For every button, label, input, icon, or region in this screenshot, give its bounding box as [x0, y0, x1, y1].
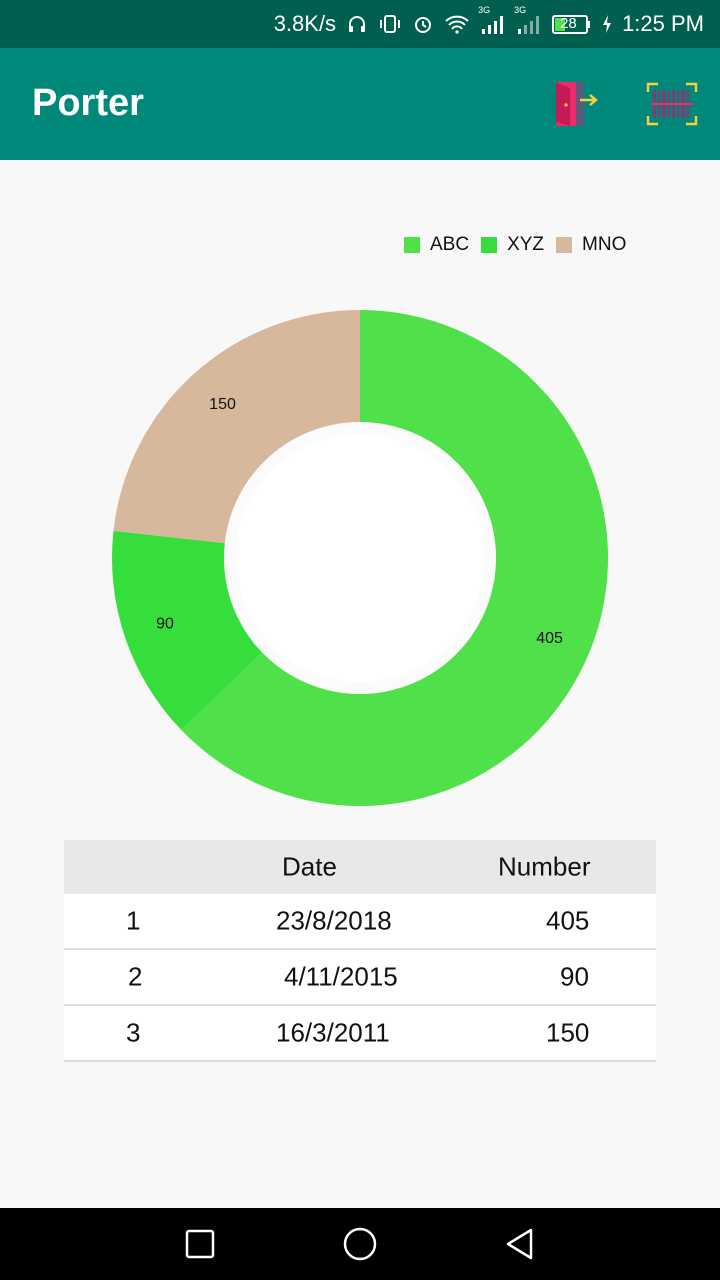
- alarm-icon: [412, 13, 434, 35]
- clock-time: 1:25 PM: [622, 11, 704, 36]
- data-label-abc: 405: [536, 630, 563, 647]
- slice-mno[interactable]: [113, 310, 360, 544]
- legend-item-mno: MNO: [556, 234, 626, 256]
- row-index: 3: [126, 1017, 141, 1048]
- square-icon: [185, 1229, 215, 1259]
- row-index: 1: [126, 905, 141, 936]
- data-table: Date Number 1 23/8/2018 405 2 4/11/2015 …: [64, 840, 656, 1062]
- barcode-scan-icon[interactable]: [644, 76, 700, 132]
- app-title: Porter: [32, 82, 144, 124]
- signal-icon-1: 3G: [478, 5, 506, 35]
- table-row[interactable]: 3 16/3/2011 150: [64, 1006, 656, 1062]
- vibrate-icon: [378, 13, 402, 35]
- legend-label-xyz: XYZ: [507, 234, 545, 255]
- row-number: 90: [560, 961, 589, 992]
- row-date: 23/8/2018: [276, 905, 392, 936]
- signal-icon-2: 3G: [514, 5, 542, 35]
- row-date: 4/11/2015: [284, 961, 398, 992]
- recents-button[interactable]: [180, 1224, 220, 1264]
- network-speed: 3.8K/s: [273, 11, 337, 36]
- row-date: 16/3/2011: [276, 1017, 390, 1048]
- wifi-icon: [444, 13, 470, 35]
- table-row[interactable]: 2 4/11/2015 90: [64, 950, 656, 1006]
- content-area: ABC XYZ MNO 405 90 150 Date Number 1 23/8/…: [0, 160, 720, 1208]
- battery-level: 28: [560, 15, 577, 32]
- legend-swatch-abc: [404, 237, 420, 253]
- slice-abc[interactable]: [181, 310, 609, 806]
- triangle-back-icon: [506, 1228, 533, 1260]
- nav-bar: [0, 1208, 720, 1280]
- circle-icon: [343, 1227, 377, 1261]
- network-type-2: 3G: [514, 5, 527, 15]
- legend-item-abc: ABC: [404, 234, 469, 256]
- donut-chart[interactable]: 405 90 150: [0, 290, 720, 830]
- status-bar: 3.8K/s 3G 3G 28 1:25 PM: [0, 0, 720, 48]
- row-number: 150: [546, 1017, 590, 1048]
- app-bar: Porter: [0, 48, 720, 160]
- battery-icon: 28: [552, 13, 592, 35]
- network-type-1: 3G: [478, 5, 491, 15]
- table-header: Date Number: [64, 840, 656, 894]
- donut-hole: [236, 434, 484, 682]
- back-button[interactable]: [500, 1224, 540, 1264]
- row-number: 405: [546, 905, 590, 936]
- table-row[interactable]: 1 23/8/2018 405: [64, 894, 656, 950]
- charging-icon: [602, 14, 612, 34]
- slice-xyz[interactable]: [111, 530, 263, 731]
- home-button[interactable]: [340, 1224, 380, 1264]
- headset-icon: [346, 13, 368, 35]
- header-date: Date: [282, 851, 337, 882]
- legend-swatch-mno: [556, 237, 573, 253]
- data-label-mno: 150: [209, 396, 236, 413]
- legend-label-abc: ABC: [430, 234, 470, 255]
- chart-legend: ABC XYZ MNO: [404, 234, 638, 256]
- legend-label-mno: MNO: [582, 234, 627, 255]
- legend-item-xyz: XYZ: [481, 234, 544, 256]
- legend-swatch-xyz: [481, 237, 498, 253]
- exit-door-icon[interactable]: [548, 76, 604, 132]
- data-label-xyz: 90: [156, 616, 174, 633]
- header-number: Number: [498, 851, 591, 882]
- row-index: 2: [128, 961, 143, 992]
